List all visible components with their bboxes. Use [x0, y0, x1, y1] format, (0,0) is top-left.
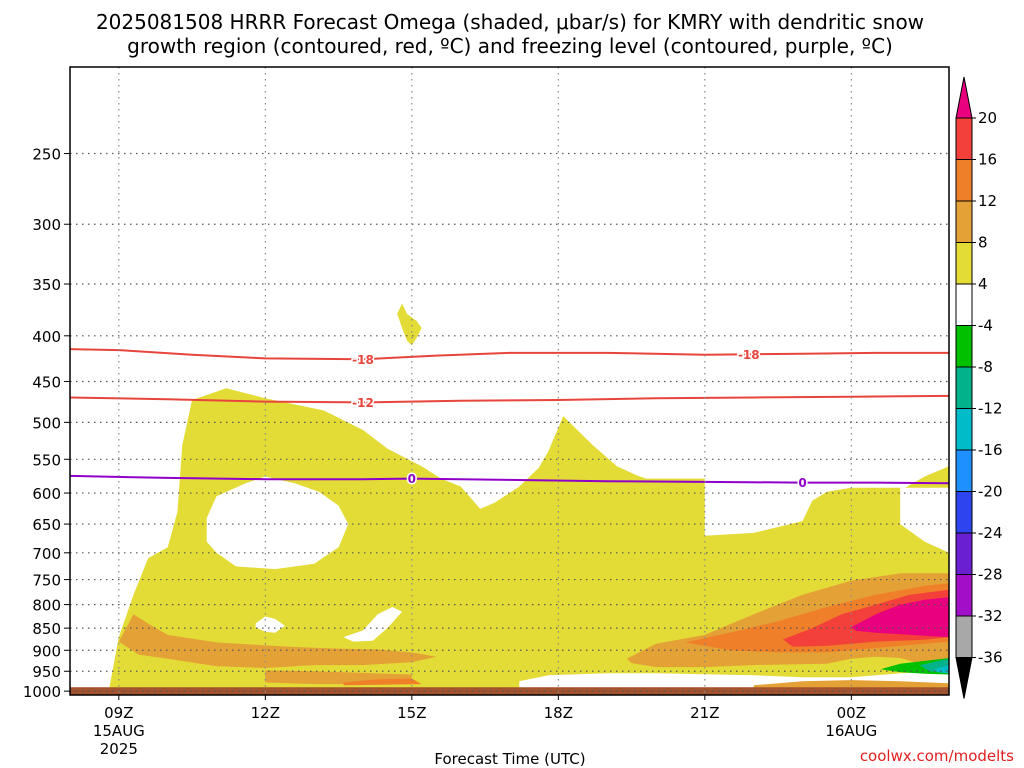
x-tick-date-label: 15AUG — [93, 722, 145, 740]
colorbar-label: 20 — [978, 109, 997, 127]
y-tick-label: 600 — [32, 485, 61, 503]
colorbar-label: -16 — [978, 441, 1003, 459]
omega-region-8-to-12-7 — [118, 614, 437, 668]
omega-region-4-to-4-5 — [343, 607, 403, 642]
y-tick-label: 800 — [32, 597, 61, 615]
colorbar-label: -20 — [978, 483, 1003, 501]
x-tick-label: 12Z — [251, 704, 280, 722]
colorbar-bin-top — [955, 76, 973, 119]
x-tick-label: 21Z — [690, 704, 719, 722]
contour-label-12: -12 — [352, 396, 374, 410]
contour-line-freezing-level — [70, 474, 949, 485]
colorbar-label: -36 — [978, 649, 1003, 667]
contour-label-18: -18 — [738, 348, 760, 362]
y-tick-label: 300 — [32, 216, 61, 234]
contour-label-freezing-level: 0 — [798, 476, 806, 490]
x-axis-label: Forecast Time (UTC) — [434, 750, 585, 768]
colorbar-bin — [955, 242, 973, 285]
y-tick-label: 700 — [32, 545, 61, 563]
y-axis-ticks: 250 300 350 400 450 500 550 600 650 700 750 800 850 9… — [23, 146, 70, 701]
colorbar-label: -28 — [978, 566, 1003, 584]
plot-area: -18 -18 -12 0 0 — [70, 303, 949, 695]
x-tick-label: 09Z — [104, 704, 133, 722]
grid-lines — [70, 67, 949, 695]
colorbar-label: 12 — [978, 192, 997, 210]
omega-region-20-14 — [851, 597, 949, 638]
colorbar-bin — [955, 366, 973, 409]
colorbar-label: -12 — [978, 400, 1003, 418]
contour-label-freezing-level: 0 — [408, 472, 416, 486]
colorbar-legend: 20 16 12 8 4 -4 -8 -12 -16 -20 -24 -28 -32 -36 — [955, 76, 1003, 699]
y-tick-label: 500 — [32, 414, 61, 432]
contour-line-18 — [70, 348, 949, 361]
y-tick-label: 950 — [32, 663, 61, 681]
colorbar-bin — [955, 449, 973, 492]
ground-surface — [70, 687, 949, 695]
colorbar-label: -4 — [978, 317, 993, 335]
colorbar-bin — [955, 117, 973, 160]
colorbar-bin — [955, 532, 973, 575]
y-tick-label: 850 — [32, 620, 61, 638]
colorbar-label: -32 — [978, 607, 1003, 625]
x-tick-year-label: 2025 — [100, 740, 138, 758]
colorbar-label: -8 — [978, 358, 993, 376]
colorbar-bin — [955, 574, 973, 617]
colorbar-bin — [955, 408, 973, 451]
omega-region-4-to-4-3 — [206, 476, 349, 570]
colorbar-bin — [955, 200, 973, 243]
colorbar-label: -24 — [978, 524, 1003, 542]
chart-title-line-2: growth region (contoured, red, ºC) and f… — [127, 34, 893, 58]
colorbar-bin — [955, 325, 973, 368]
y-tick-label: 900 — [32, 642, 61, 660]
colorbar-label: 4 — [978, 275, 988, 293]
credit-text[interactable]: coolwx.com/modelts — [860, 747, 1014, 765]
y-tick-label: 1000 — [23, 683, 61, 701]
x-tick-label: 15Z — [397, 704, 426, 722]
omega-region-12-to-16-17 — [934, 665, 949, 674]
colorbar-bin — [955, 159, 973, 202]
y-tick-label: 450 — [32, 373, 61, 391]
x-tick-date-label: 16AUG — [825, 722, 877, 740]
y-tick-label: 550 — [32, 451, 61, 469]
omega-region-4-to-8-2 — [397, 303, 422, 346]
x-tick-label: 00Z — [837, 704, 866, 722]
contour-line-12 — [70, 394, 949, 404]
colorbar-bin — [955, 491, 973, 534]
chart-title-line-1: 2025081508 HRRR Forecast Omega (shaded, … — [96, 10, 924, 34]
y-tick-label: 750 — [32, 572, 61, 590]
omega-region-8-to-12-10 — [753, 680, 949, 690]
y-tick-label: 350 — [32, 276, 61, 294]
y-tick-label: 650 — [32, 516, 61, 534]
omega-region-4-to-8-0 — [109, 388, 949, 690]
x-tick-label: 18Z — [544, 704, 573, 722]
contour-label-18: -18 — [352, 353, 374, 367]
colorbar-label: 16 — [978, 151, 997, 169]
colorbar-label: 8 — [978, 234, 988, 252]
y-tick-label: 250 — [32, 146, 61, 164]
colorbar-bin-bottom — [955, 657, 973, 699]
colorbar-bin — [955, 615, 973, 658]
y-tick-label: 400 — [32, 328, 61, 346]
omega-region-4-to-8-1 — [905, 466, 949, 488]
colorbar-bin — [955, 283, 973, 326]
omega-region-12-to-16-12 — [343, 678, 422, 686]
